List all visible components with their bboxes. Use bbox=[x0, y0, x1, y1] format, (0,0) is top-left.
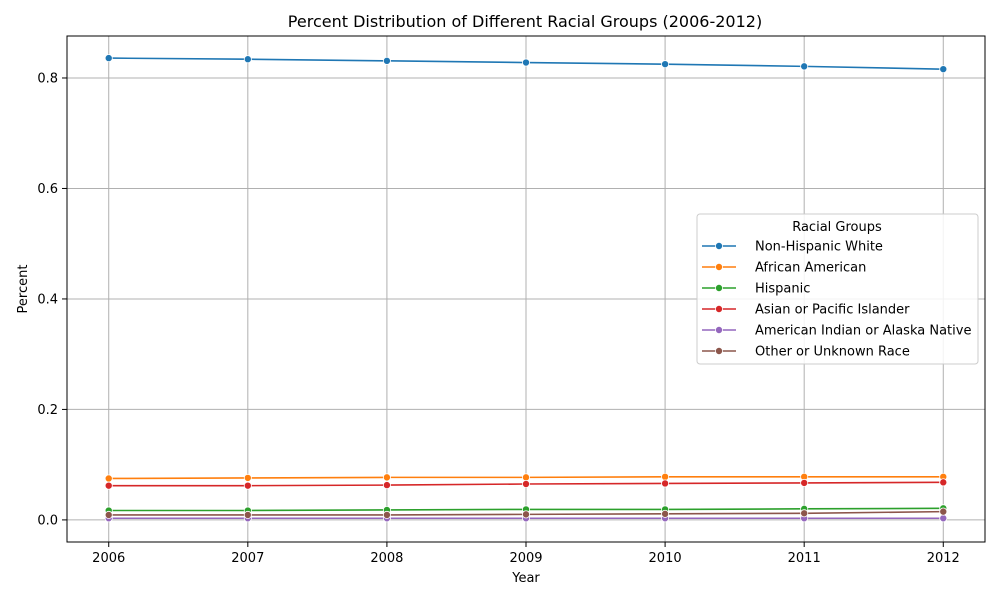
y-tick-label: 0.8 bbox=[37, 71, 58, 86]
data-point bbox=[661, 472, 670, 481]
data-point bbox=[939, 514, 948, 523]
data-point bbox=[522, 510, 531, 519]
data-point bbox=[382, 481, 391, 490]
series-3 bbox=[104, 478, 948, 490]
legend-item: Asian or Pacific Islander bbox=[702, 303, 910, 318]
legend-label: Non-Hispanic White bbox=[755, 240, 883, 255]
x-tick-label: 2006 bbox=[92, 551, 125, 566]
legend-item: Other or Unknown Race bbox=[702, 345, 910, 360]
data-point bbox=[661, 509, 670, 518]
data-point bbox=[104, 54, 113, 63]
legend-marker bbox=[715, 241, 724, 250]
legend-label: Hispanic bbox=[755, 282, 810, 297]
data-point bbox=[382, 510, 391, 519]
legend-marker bbox=[715, 283, 724, 292]
series-0 bbox=[104, 54, 948, 74]
legend-marker bbox=[715, 262, 724, 271]
x-tick-label: 2011 bbox=[788, 551, 821, 566]
legend-item: American Indian or Alaska Native bbox=[702, 324, 971, 339]
data-point bbox=[382, 473, 391, 482]
data-point bbox=[104, 474, 113, 483]
data-point bbox=[382, 56, 391, 65]
data-point bbox=[661, 60, 670, 69]
series-group bbox=[104, 54, 948, 523]
y-tick-label: 0.6 bbox=[37, 182, 58, 197]
y-axis-label: Percent bbox=[16, 265, 31, 314]
data-point bbox=[800, 478, 809, 487]
chart-title: Percent Distribution of Different Racial… bbox=[288, 12, 762, 31]
data-point bbox=[522, 58, 531, 67]
y-tick-label: 0.0 bbox=[37, 513, 58, 528]
legend-label: Asian or Pacific Islander bbox=[755, 303, 910, 318]
legend-items: Non-Hispanic White African American Hispan… bbox=[702, 240, 971, 360]
legend-item: African American bbox=[702, 261, 866, 276]
x-tick-label: 2008 bbox=[370, 551, 403, 566]
legend-label: American Indian or Alaska Native bbox=[755, 324, 971, 339]
x-axis-label: Year bbox=[511, 571, 540, 586]
legend-item: Non-Hispanic White bbox=[702, 240, 883, 255]
legend-marker bbox=[715, 325, 724, 334]
x-tick-label: 2007 bbox=[231, 551, 264, 566]
legend-item: Hispanic bbox=[702, 282, 810, 297]
data-point bbox=[800, 62, 809, 71]
data-point bbox=[243, 510, 252, 519]
data-point bbox=[939, 478, 948, 487]
legend-frame bbox=[696, 213, 979, 365]
y-tick-label: 0.2 bbox=[37, 403, 58, 418]
x-tick-label: 2009 bbox=[509, 551, 542, 566]
x-tick-label: 2010 bbox=[649, 551, 682, 566]
y-tick-label: 0.4 bbox=[37, 292, 58, 307]
data-point bbox=[939, 65, 948, 74]
legend-marker bbox=[715, 304, 724, 313]
data-point bbox=[939, 507, 948, 516]
legend-title: Racial Groups bbox=[792, 220, 882, 235]
data-point bbox=[243, 481, 252, 490]
data-point bbox=[522, 473, 531, 482]
data-point bbox=[104, 510, 113, 519]
data-point bbox=[800, 509, 809, 518]
legend-label: Other or Unknown Race bbox=[755, 345, 910, 360]
data-point bbox=[522, 479, 531, 488]
data-point bbox=[243, 473, 252, 482]
legend: Racial Groups Non-Hispanic White African … bbox=[696, 213, 979, 365]
series-5 bbox=[104, 507, 948, 519]
data-point bbox=[661, 479, 670, 488]
legend-marker bbox=[715, 346, 724, 355]
data-point bbox=[104, 481, 113, 490]
x-tick-label: 2012 bbox=[927, 551, 960, 566]
data-point bbox=[243, 55, 252, 64]
x-axis: 2006 2007 2008 2009 2010 2011 2012 bbox=[92, 542, 960, 566]
y-axis: 0.0 0.2 0.4 0.6 0.8 bbox=[37, 71, 67, 528]
legend-label: African American bbox=[755, 261, 866, 276]
